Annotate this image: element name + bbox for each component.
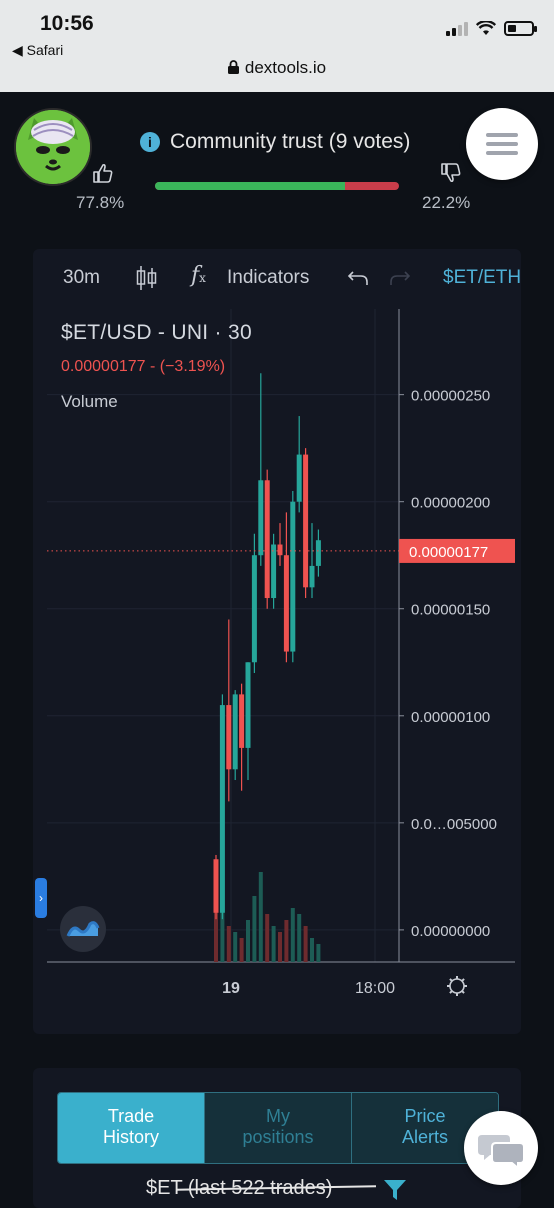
candle-body [283,555,289,652]
side-panel-toggle[interactable]: › [35,878,47,918]
candle-body [264,480,270,599]
token-avatar [14,108,92,186]
trust-ratio-fill [155,182,345,190]
y-tick-label: 0.00000150 [411,602,490,619]
volume-bar [233,932,238,962]
indicators-fx-icon[interactable]: fx [191,263,206,288]
volume-bar [226,926,231,962]
back-to-safari-link[interactable]: ◀ Safari [12,42,64,58]
trades-panel: Trade History My positions Price Alerts $ET… [33,1068,521,1208]
last-price-badge [399,538,515,563]
menu-button[interactable] [466,108,538,180]
lock-icon [227,60,239,74]
thumbs-up-icon[interactable] [92,162,114,184]
trades-count-label: $ET (last 522 trades) [146,1177,377,1200]
x-tick-label: 19 [222,980,240,997]
indicators-button[interactable]: Indicators [227,267,310,288]
status-indicators [446,20,537,36]
tradingview-logo[interactable] [60,906,106,952]
candle-body [258,480,264,556]
price-change: 0.00000177 - (−3.19%) [61,358,226,375]
volume-label: Volume [61,392,118,411]
chat-bubbles-icon [478,1135,525,1171]
price-chart[interactable]: 0.00000250 0.00000200 0.00000150 0.00000100… [33,249,521,1034]
status-time: 10:56 [40,12,94,35]
chat-button[interactable] [464,1111,538,1185]
y-tick-label: 0.00000250 [411,388,490,405]
candle-body [296,454,302,502]
hamburger-line [486,151,518,155]
community-trust-title: i Community trust (9 votes) [140,130,410,154]
x-tick-label: 18:00 [355,980,395,997]
trust-up-percentage: 77.8% [76,193,125,212]
y-tick-label: 0.00000200 [411,495,490,512]
y-tick-label: 0.00000000 [411,923,490,940]
candle-body [277,544,283,556]
y-tick-label: 0.0…005000 [411,816,497,833]
hamburger-line [486,142,518,146]
hamburger-icon [486,133,518,137]
tab-my-positions[interactable]: My positions [205,1093,352,1163]
volume-bar [284,920,289,962]
cellular-signal-icon [446,20,468,36]
volume-bar [220,902,225,962]
thumbs-down-icon[interactable] [440,162,462,184]
candle-body [303,454,309,588]
url-text: dextools.io [244,58,327,77]
candle-body [309,565,315,588]
status-bar: 10:56 ◀ Safari dextools.io [0,0,554,92]
candle-body [226,705,232,770]
volume-bar [278,932,282,962]
trust-down-percentage: 22.2% [422,193,471,212]
candle-body [271,544,277,599]
tradingview-logo-icon [66,921,100,937]
volume-bar [214,908,218,962]
settings-gear-icon[interactable] [447,976,467,996]
url-bar[interactable]: dextools.io [0,58,554,78]
last-price-label: 0.00000177 [409,544,488,561]
candle-body [315,540,321,566]
symbol-title: $ET/USD - UNI · 30 [61,321,252,344]
undo-icon[interactable] [347,269,369,287]
chart-panel: 30m fx Indicators $ET/ETH 0.00000250 0.00… [33,249,521,1034]
candle-body [251,555,257,663]
trades-tab-bar: Trade History My positions Price Alerts [57,1092,499,1164]
candle-body [213,859,219,913]
volume-bar [252,896,257,962]
candle-body [232,694,238,770]
info-icon[interactable]: i [140,132,160,152]
trust-ratio-bar [155,182,399,190]
interval-selector[interactable]: 30m [63,267,100,288]
candle-body [245,662,251,748]
symbol-compare-tab[interactable]: $ET/ETH [443,267,521,288]
volume-bar [239,938,244,962]
wifi-icon [476,20,496,35]
redo-icon[interactable] [389,269,411,287]
volume-bar [316,944,321,962]
tab-trade-history[interactable]: Trade History [58,1093,205,1163]
token-logo-icon [16,110,90,184]
chart-toolbar: 30m fx Indicators $ET/ETH [33,249,521,307]
community-trust-label: Community trust (9 votes) [170,130,411,153]
volume-bar [290,908,295,962]
candle-body [239,694,245,748]
volume-bar [297,914,302,962]
volume-bar [303,926,308,962]
battery-icon [504,20,537,36]
y-tick-label: 0.00000100 [411,709,490,726]
filter-icon[interactable] [383,1178,407,1202]
volume-bar [310,938,314,962]
volume-bar [265,914,270,962]
volume-bar [246,920,250,962]
volume-bar [271,926,276,962]
volume-bar [258,872,263,962]
candle-body [219,705,225,913]
candle-type-icon[interactable] [135,265,159,291]
candle-body [290,501,296,652]
